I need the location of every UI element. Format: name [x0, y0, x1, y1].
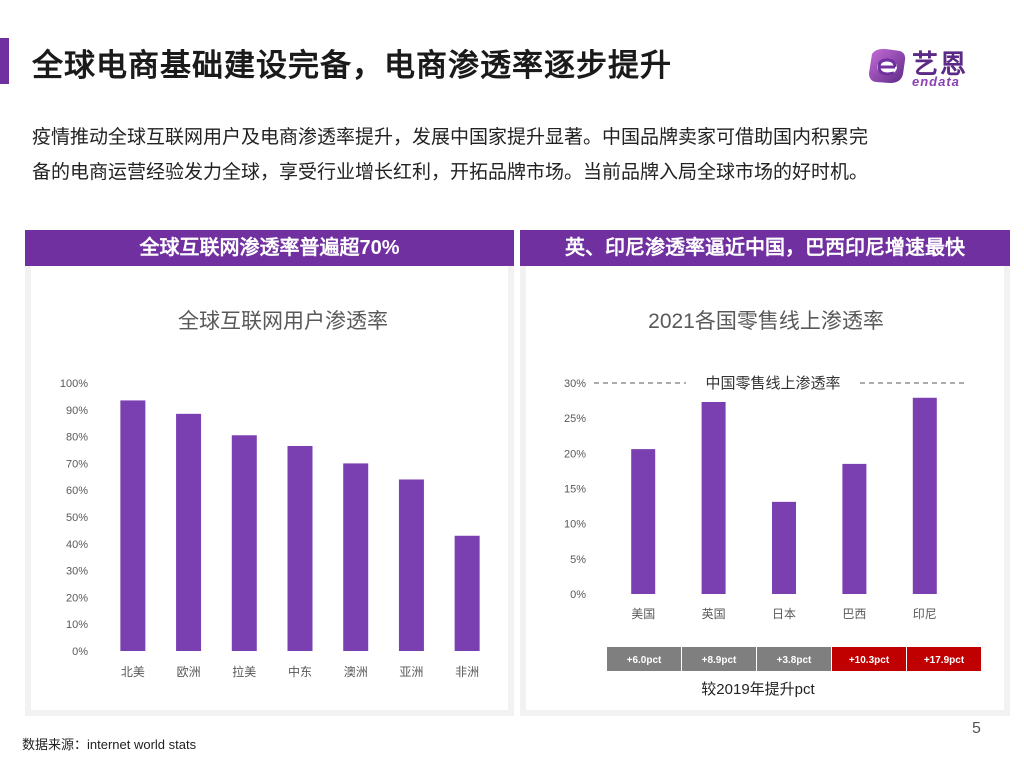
y-tick-label: 10%: [66, 619, 88, 631]
panel-header-left: 全球互联网渗透率普遍超70%: [25, 230, 514, 266]
endata-logo-icon: [869, 48, 906, 83]
x-tick-label: 欧洲: [177, 665, 201, 679]
y-tick-label: 30%: [66, 566, 88, 578]
change-label: +8.9pct: [702, 655, 737, 666]
y-tick-label: 90%: [66, 405, 88, 417]
x-tick-label: 英国: [702, 607, 726, 621]
x-tick-label: 北美: [121, 665, 145, 679]
change-caption: 较2019年提升pct: [701, 680, 815, 698]
y-tick-label: 20%: [66, 592, 88, 604]
internet-penetration-chart: 全球互联网用户渗透率 0% 10% 20% 30% 40% 50% 60% 70% 80% 90%…: [60, 310, 480, 679]
chart-title: 2021各国零售线上渗透率: [648, 310, 884, 333]
chart-title: 全球互联网用户渗透率: [178, 310, 388, 333]
x-tick-label: 澳洲: [344, 665, 368, 679]
logo-english-text: endata: [912, 74, 960, 89]
panel-body-left: 全球互联网用户渗透率 0% 10% 20% 30% 40% 50% 60% 70% 80% 90%…: [31, 266, 508, 710]
y-tick-label: 25%: [564, 413, 586, 425]
change-label: +3.8pct: [777, 655, 812, 666]
x-tick-label: 中东: [288, 664, 312, 679]
x-tick-label: 日本: [772, 607, 796, 621]
bar: [631, 449, 656, 594]
change-box: [757, 647, 831, 671]
change-box: [682, 647, 756, 671]
x-tick-label: 巴西: [842, 607, 866, 621]
change-label: +6.0pct: [627, 655, 662, 666]
reference-line-label: 中国零售线上渗透率: [705, 375, 840, 392]
y-tick-label: 70%: [66, 458, 88, 470]
bar: [176, 413, 202, 651]
bar: [454, 535, 480, 651]
bar: [701, 401, 726, 594]
y-tick-label: 40%: [66, 539, 88, 551]
panel-header-right: 英、印尼渗透率逼近中国，巴西印尼增速最快: [520, 230, 1010, 266]
data-source: 数据来源：internet world stats: [22, 737, 197, 752]
online-retail-penetration-panel: 英、印尼渗透率逼近中国，巴西印尼增速最快 2021各国零售线上渗透率 0% 5% 1…: [520, 230, 1010, 716]
x-tick-label: 非洲: [455, 665, 479, 679]
brand-logo: 艺恩 endata: [866, 44, 990, 92]
y-tick-label: 50%: [66, 512, 88, 524]
intro-paragraph: 疫情推动全球互联网用户及电商渗透率提升，发展中国家提升显著。中国品牌卖家可借助国…: [32, 120, 992, 190]
bar: [231, 435, 257, 651]
bar: [398, 479, 424, 651]
y-tick-label: 60%: [66, 485, 88, 497]
intro-line-1: 疫情推动全球互联网用户及电商渗透率提升，发展中国家提升显著。中国品牌卖家可借助国…: [32, 127, 869, 148]
intro-line-2: 备的电商运营经验发力全球，享受行业增长红利，开拓品牌市场。当前品牌入局全球市场的…: [32, 162, 869, 183]
change-box: [832, 647, 906, 671]
title-accent-bar: [0, 38, 9, 84]
y-tick-label: 30%: [564, 378, 586, 390]
change-label: +10.3pct: [849, 655, 890, 666]
page-title: 全球电商基础建设完备，电商渗透率逐步提升: [32, 48, 672, 83]
internet-penetration-panel: 全球互联网渗透率普遍超70% 全球互联网用户渗透率 0% 10% 20% 30% 40%…: [25, 230, 514, 716]
y-tick-label: 15%: [564, 484, 586, 496]
y-tick-label: 20%: [564, 448, 586, 460]
bar: [287, 445, 313, 651]
y-tick-label: 5%: [570, 554, 586, 566]
page-number: 5: [972, 720, 981, 737]
x-tick-label: 美国: [631, 607, 655, 621]
bar: [842, 463, 867, 594]
x-tick-label: 拉美: [232, 664, 256, 679]
x-tick-label: 亚洲: [399, 665, 423, 679]
x-tick-label: 印尼: [913, 607, 937, 621]
y-tick-label: 80%: [66, 432, 88, 444]
y-tick-label: 0%: [72, 646, 88, 658]
bar: [772, 501, 796, 594]
y-tick-label: 0%: [570, 589, 586, 601]
online-retail-penetration-chart: 2021各国零售线上渗透率 0% 5% 10% 15% 20% 25% 30% 中国零售线上…: [564, 310, 981, 698]
change-box: [907, 647, 981, 671]
change-label: +17.9pct: [924, 655, 965, 666]
panel-body-right: 2021各国零售线上渗透率 0% 5% 10% 15% 20% 25% 30% 中国零售线上…: [526, 266, 1004, 710]
y-tick-label: 100%: [60, 378, 88, 390]
logo-chinese-text: 艺恩: [912, 49, 969, 79]
bar: [343, 463, 369, 651]
y-tick-label: 10%: [564, 519, 586, 531]
bar: [912, 397, 937, 594]
bar: [120, 400, 146, 651]
change-box: [607, 647, 681, 671]
